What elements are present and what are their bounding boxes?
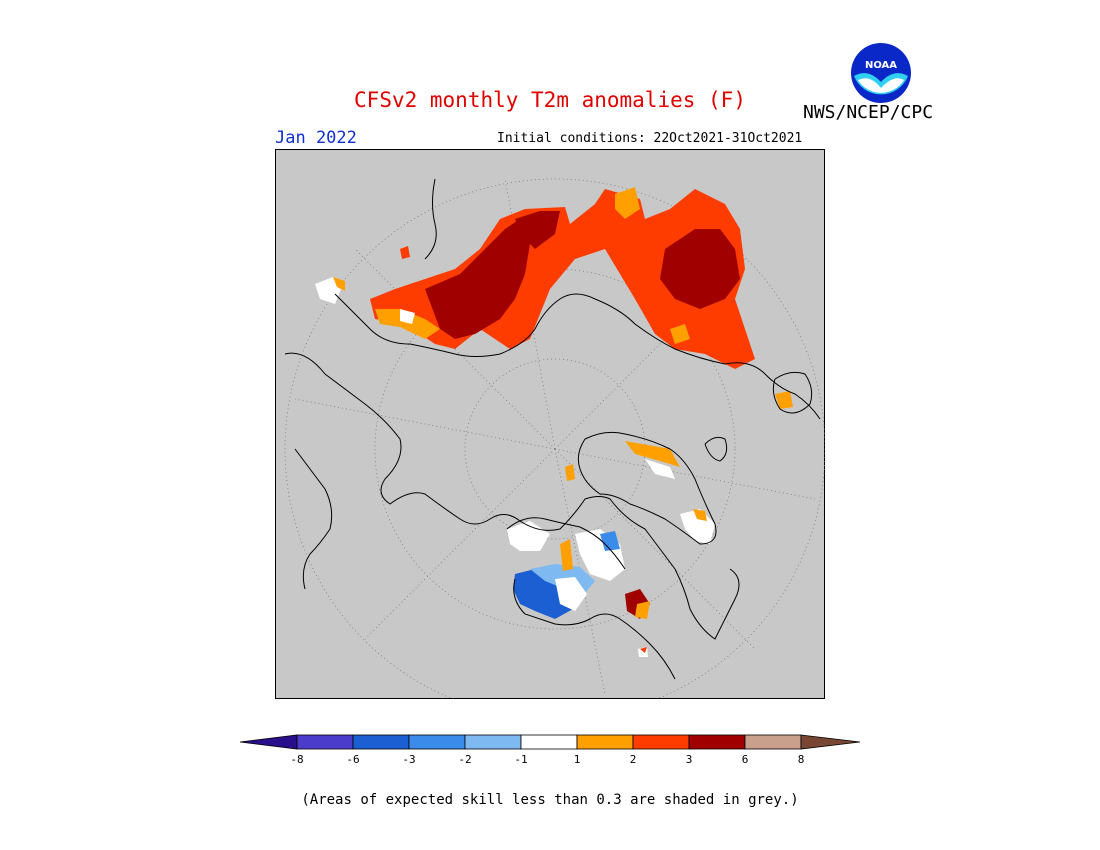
colorbar-bin [576,734,634,750]
noaa-logo: NOAA [851,43,911,103]
map-title: CFSv2 monthly T2m anomalies (F) [354,88,746,112]
anomaly-patches [315,187,793,657]
polar-map [275,149,825,699]
colorbar-bin [744,734,802,750]
colorbar-tick-label: -3 [402,753,415,766]
colorbar-tick-label: 2 [630,753,637,766]
colorbar-tick-label: 3 [686,753,693,766]
agency-label: NWS/NCEP/CPC [803,102,934,123]
coastlines [284,178,821,680]
valid-month: Jan 2022 [275,128,357,148]
colorbar-bins [240,734,860,750]
colorbar-tick-label: -2 [458,753,471,766]
skill-footnote: (Areas of expected skill less than 0.3 a… [301,792,799,808]
colorbar-bin [352,734,410,750]
colorbar: -8 -6 -3 -2 -1 1 2 3 6 8 [240,734,860,766]
colorbar-bin [688,734,746,750]
colorbar-tick-label: 8 [798,753,805,766]
colorbar-tick-label: -1 [514,753,527,766]
colorbar-tick-label: 1 [574,753,581,766]
colorbar-tick-label: -6 [346,753,359,766]
logo-text: NOAA [865,60,897,71]
colorbar-bin [240,734,298,750]
colorbar-ticks: -8 -6 -3 -2 -1 1 2 3 6 8 [290,753,804,766]
colorbar-bin [296,734,354,750]
colorbar-tick-label: 6 [742,753,749,766]
initial-conditions: Initial conditions: 22Oct2021-31Oct2021 [497,131,803,146]
colorbar-bin [800,734,860,750]
colorbar-tick-label: -8 [290,753,303,766]
colorbar-bin [520,734,578,750]
colorbar-bin [408,734,466,750]
colorbar-bin [632,734,690,750]
colorbar-bin [464,734,522,750]
